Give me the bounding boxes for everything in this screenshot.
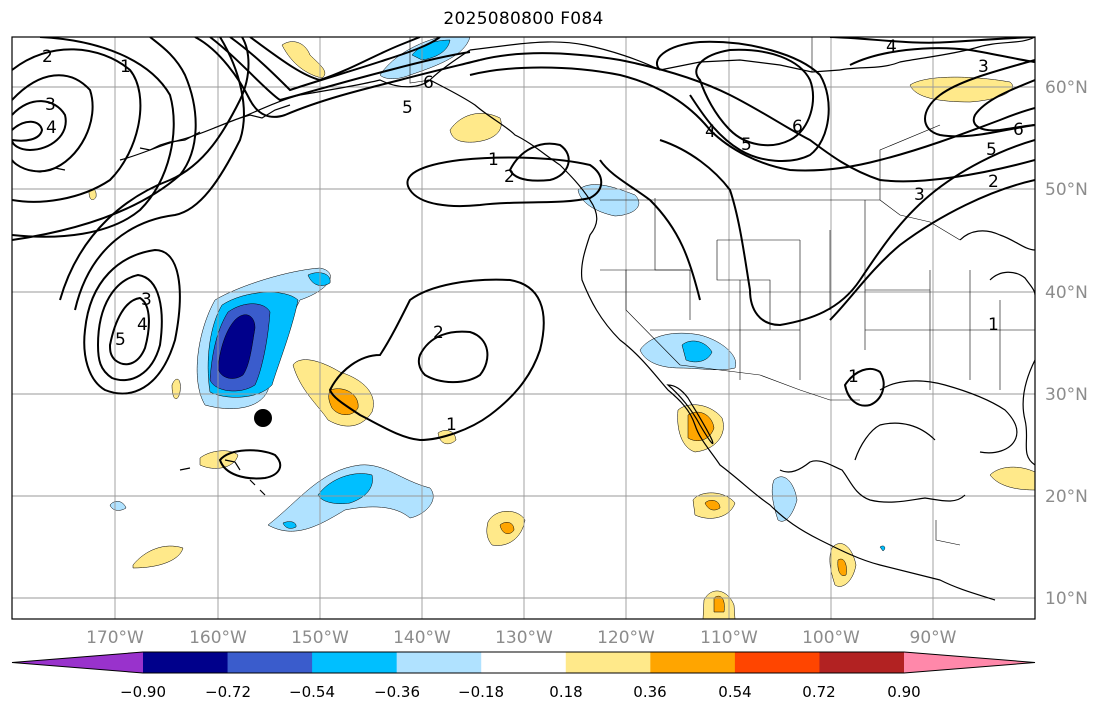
contour-label: 3 [141,290,152,310]
contour-labels: 2 1 3 4 6 5 4 5 6 3 4 6 5 3 2 1 2 1 2 1 [42,37,1024,435]
colorbar-outline [11,651,1036,674]
colorbar-segment [565,652,651,673]
colorbar-labels: −0.90 −0.72 −0.54 −0.36 −0.18 0.18 0.36 … [120,683,921,701]
colorbar-segment [481,652,567,673]
lat-label: 20°N [1045,487,1088,507]
contour-label: 2 [42,47,53,67]
lon-label: 170°W [86,628,144,648]
colorbar-tick-label: −0.18 [458,683,504,701]
contour-label: 5 [986,140,997,160]
colorbar [11,651,1036,674]
latitude-labels: 60°N 50°N 40°N 30°N 20°N 10°N [1045,78,1088,609]
political-borders [409,37,1035,546]
colorbar-tick-label: 0.90 [887,683,920,701]
lat-label: 50°N [1045,180,1088,200]
colorbar-segment [396,652,482,673]
contour-label: 5 [402,98,413,118]
colorbar-tick-label: 0.54 [718,683,751,701]
lon-label: 100°W [802,628,860,648]
lon-label: 140°W [393,628,451,648]
contour-label: 3 [914,185,925,205]
map-frame [11,36,1036,620]
colorbar-tick-label: −0.36 [374,683,420,701]
colorbar-segment [734,652,820,673]
contour-label: 2 [988,172,999,192]
location-marker-dot [254,409,272,427]
contour-label: 5 [741,135,752,155]
colorbar-tick-label: 0.36 [633,683,666,701]
contour-label: 1 [488,150,499,170]
lon-label: 110°W [700,628,758,648]
lon-label: 120°W [597,628,655,648]
contour-label: 6 [1013,120,1024,140]
lat-label: 60°N [1045,78,1088,98]
contour-label: 1 [446,415,457,435]
contour-label: 1 [848,367,859,387]
colorbar-tick-label: 0.18 [549,683,582,701]
contour-label: 6 [792,117,803,137]
contour-label: 4 [137,315,148,335]
contour-label: 3 [45,95,56,115]
contour-label: 4 [886,37,897,57]
lat-label: 30°N [1045,385,1088,405]
map-panel: 2 1 3 4 6 5 4 5 6 3 4 6 5 3 2 1 2 1 2 1 [11,36,1036,620]
lon-label: 90°W [910,628,957,648]
shaded-field [88,37,1035,619]
contour-label: 5 [115,330,126,350]
colorbar-segment [227,652,313,673]
colorbar-segment [143,652,229,673]
lon-label: 160°W [189,628,247,648]
colorbar-segment [312,652,398,673]
contour-label: 2 [433,323,444,343]
contour-label: 3 [978,57,989,77]
contour-lines [12,37,1035,480]
contour-label: 2 [504,167,515,187]
colorbar-segment [650,652,736,673]
contour-label: 4 [46,118,57,138]
contour-label: 6 [423,73,434,93]
contour-label: 1 [120,57,131,77]
colorbar-tick-label: −0.54 [289,683,335,701]
colorbar-tick-label: −0.90 [120,683,166,701]
colorbar-extend-low [12,652,143,673]
map-title: 2025080800 F084 [443,9,604,29]
colorbar-segment [819,652,905,673]
contour-label: 4 [705,122,716,142]
lat-label: 40°N [1045,283,1088,303]
colorbar-tick-label: −0.72 [205,683,251,701]
lon-label: 130°W [495,628,553,648]
colorbar-tick-label: 0.72 [802,683,835,701]
longitude-labels: 170°W 160°W 150°W 140°W 130°W 120°W 110°… [86,628,957,648]
lat-label: 10°N [1045,589,1088,609]
lon-label: 150°W [291,628,349,648]
contour-label: 1 [988,315,999,335]
colorbar-extend-high [904,652,1035,673]
